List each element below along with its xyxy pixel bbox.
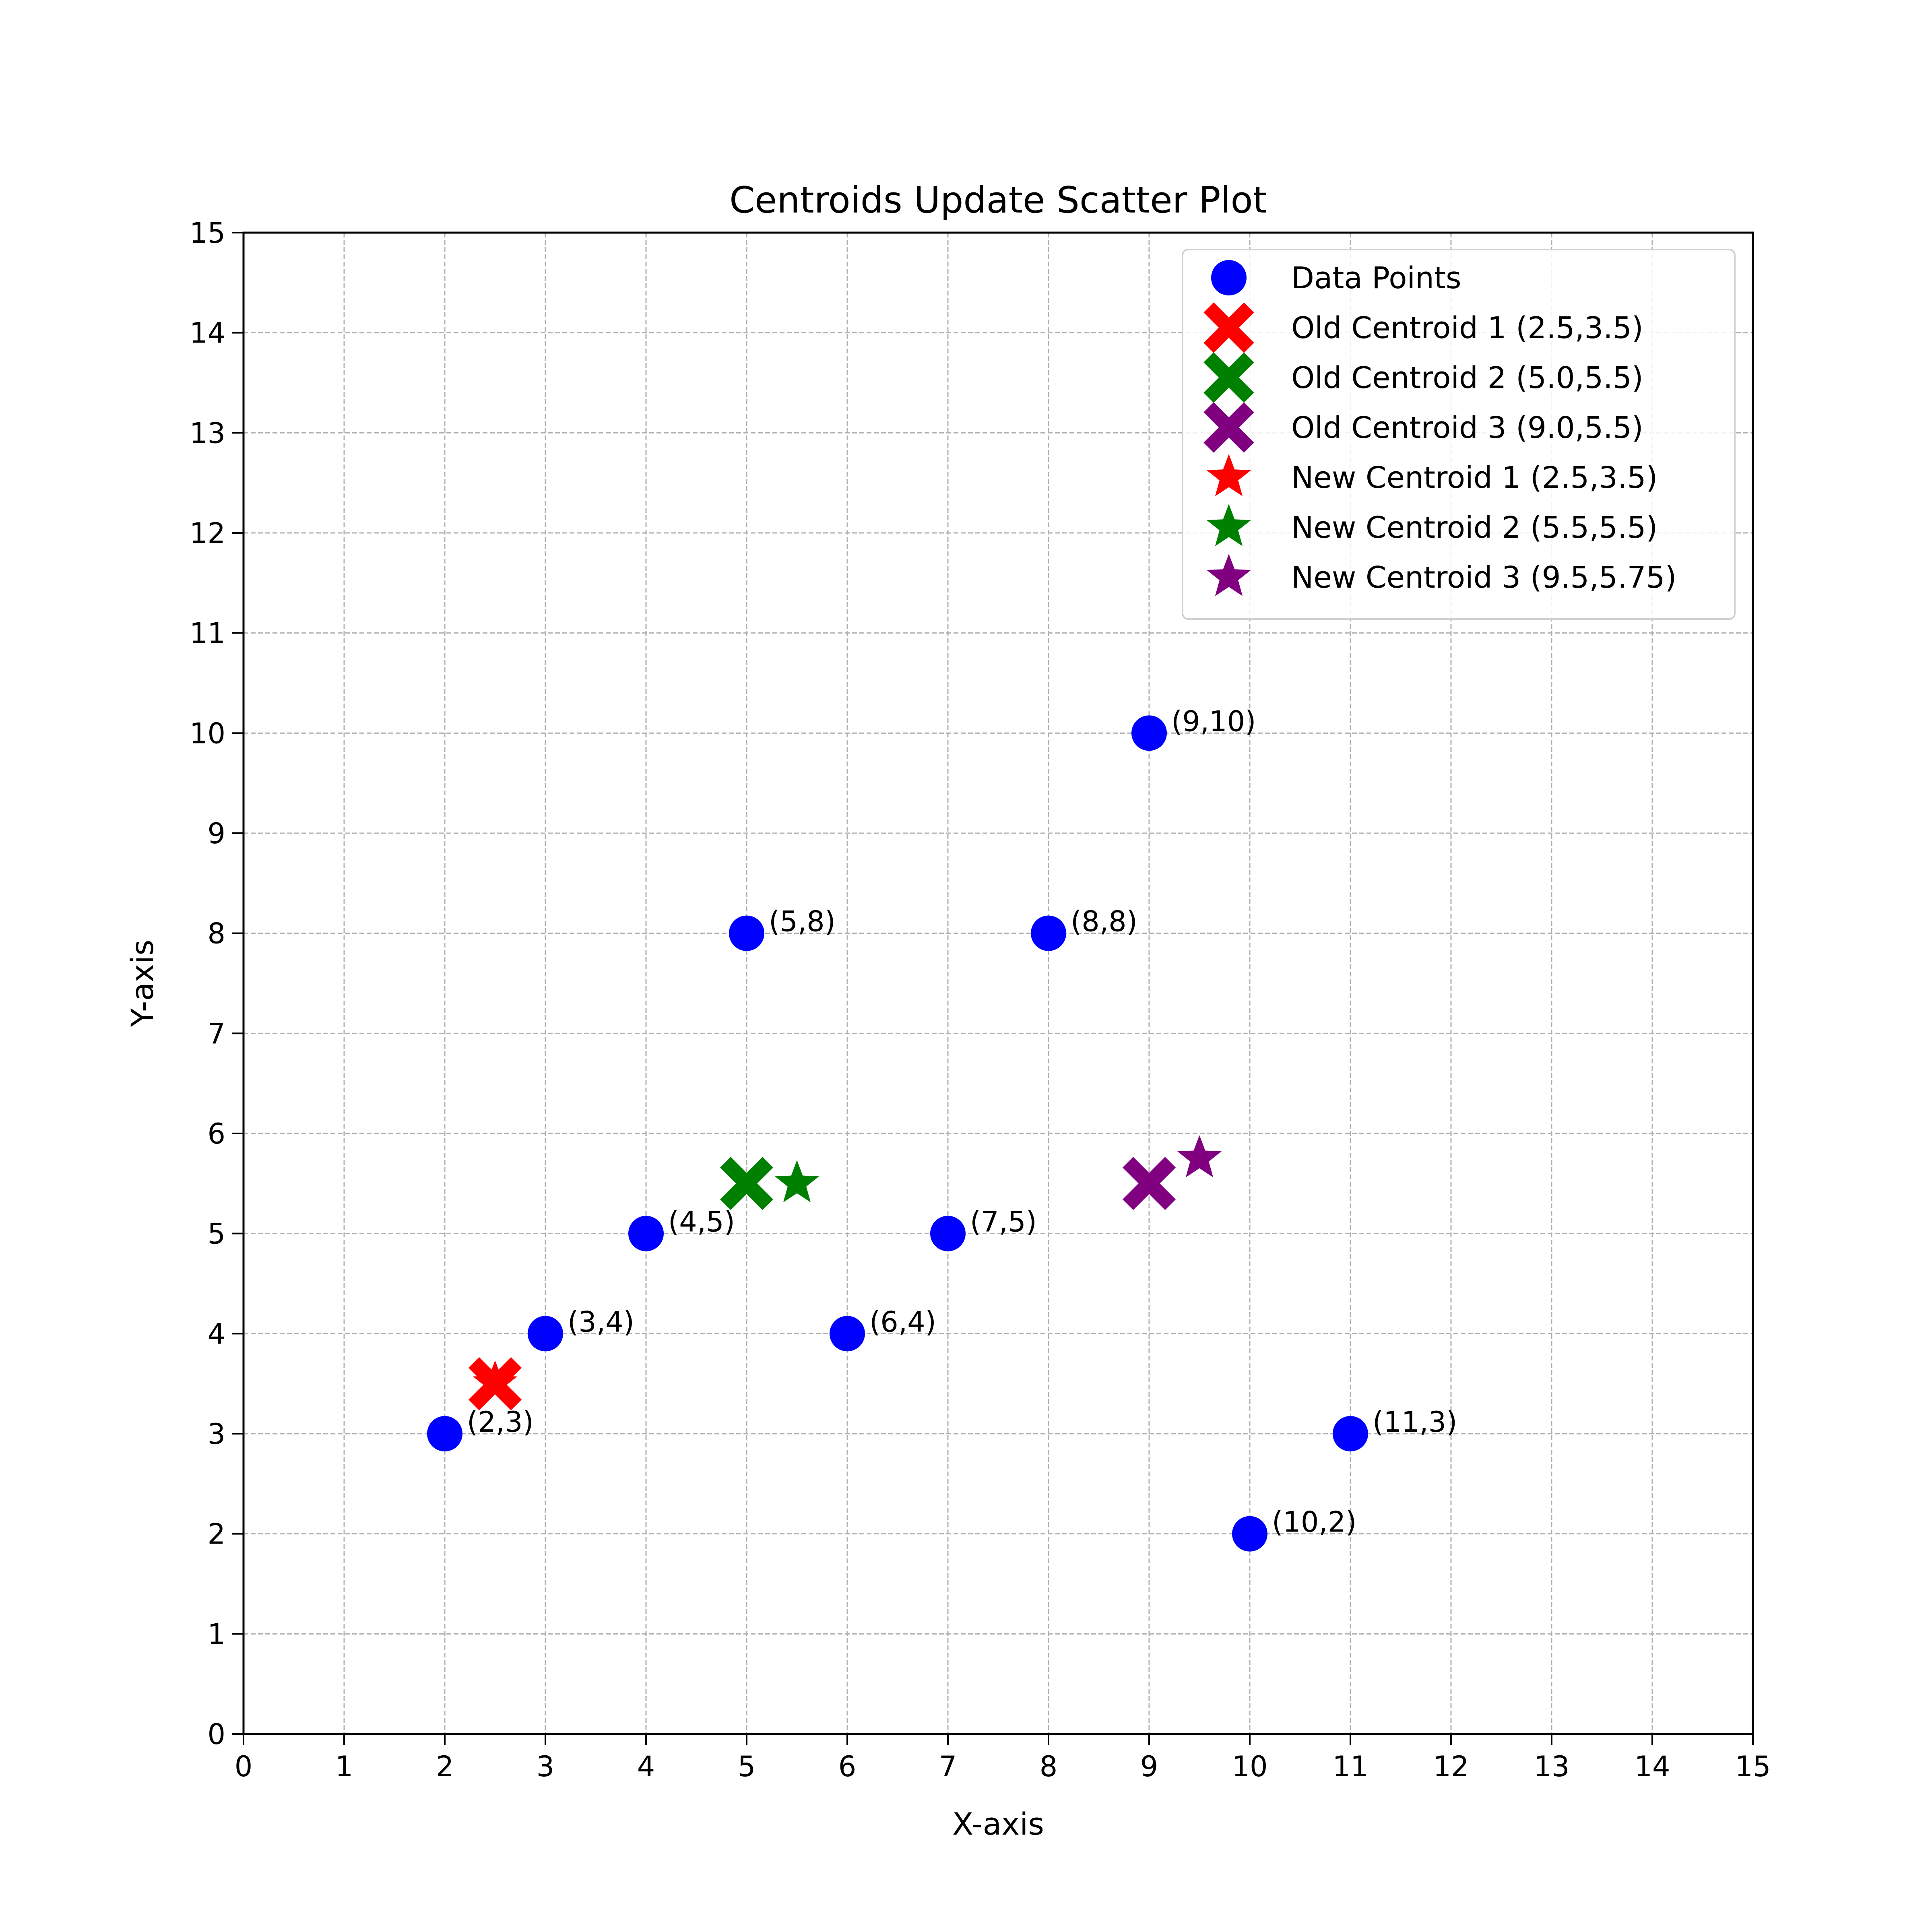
data-point-label: (6,4): [869, 1305, 936, 1338]
new-centroid-marker: [473, 1360, 518, 1403]
y-tick-label: 6: [207, 1117, 225, 1150]
y-tick-label: 9: [207, 817, 225, 850]
plot-frame: [242, 231, 1754, 1735]
legend-entry: Old Centroid 2 (5.0,5.5): [1291, 361, 1643, 395]
y-axis-label: Y-axis: [124, 939, 160, 1027]
x-axis-label: X-axis: [952, 1806, 1044, 1842]
x-tick-label: 6: [838, 1750, 857, 1783]
y-tick-label: 0: [207, 1718, 225, 1751]
data-point-label: (10,2): [1272, 1506, 1356, 1539]
data-point-label: (7,5): [970, 1205, 1037, 1238]
data-point: [528, 1316, 563, 1352]
plot-marks: (2,3) (3,4) (4,5) (5,8) (6,4) (7,5) (8,8) (9,10…: [427, 705, 1457, 1552]
legend-marker: [1211, 260, 1247, 295]
x-tick-label: 15: [1735, 1750, 1771, 1783]
legend-entry: Data Points: [1291, 261, 1461, 295]
y-tick-label: 5: [207, 1218, 225, 1251]
data-point: [628, 1216, 664, 1251]
x-tick-label: 12: [1433, 1750, 1469, 1783]
x-tick-label: 2: [436, 1750, 454, 1783]
legend-entry: New Centroid 3 (9.5,5.75): [1291, 560, 1676, 595]
data-point-label: (5,8): [769, 905, 836, 938]
data-point-label: (3,4): [568, 1305, 634, 1338]
y-tick-label: 2: [207, 1518, 225, 1551]
x-tick-label: 13: [1534, 1750, 1569, 1783]
x-tick-label: 11: [1332, 1750, 1368, 1783]
x-tick-label: 14: [1634, 1750, 1670, 1783]
old-centroid-marker: [1123, 1157, 1176, 1210]
chart-title: Centroids Update Scatter Plot: [729, 179, 1267, 221]
y-tick-label: 8: [207, 917, 225, 950]
legend-box: [1182, 249, 1736, 620]
new-centroid-marker: [774, 1160, 819, 1203]
y-tick-label: 10: [190, 717, 225, 750]
y-tick-label: 11: [190, 617, 225, 650]
data-point-label: (4,5): [668, 1205, 735, 1238]
old-centroid-marker: [720, 1157, 773, 1210]
x-tick-label: 10: [1232, 1750, 1267, 1783]
legend-entry: New Centroid 1 (2.5,3.5): [1291, 460, 1657, 495]
y-tick-label: 13: [190, 417, 225, 450]
x-tick-label: 1: [335, 1750, 353, 1783]
data-point-label: (2,3): [467, 1406, 534, 1439]
x-tick-label: 9: [1140, 1750, 1158, 1783]
y-tick-label: 14: [190, 317, 225, 350]
legend-marker: [1203, 302, 1254, 353]
data-point: [1131, 715, 1167, 751]
data-point: [1031, 915, 1066, 951]
x-tick-label: 4: [637, 1750, 655, 1783]
data-point-label: (8,8): [1071, 905, 1137, 938]
data-point: [830, 1316, 865, 1352]
legend-marker: [1206, 454, 1251, 496]
x-tick-label: 0: [235, 1750, 253, 1783]
axis-ticks: 0 1 2 3 4 5 6 7 8 9 10 11 12 13 14 15012345678910111213…: [190, 217, 1771, 1783]
x-tick-label: 3: [537, 1750, 555, 1783]
legend-marker: [1203, 352, 1254, 403]
data-point: [1232, 1516, 1267, 1552]
y-tick-label: 7: [207, 1017, 225, 1050]
data-point-label: (11,3): [1373, 1406, 1457, 1439]
y-tick-label: 1: [207, 1618, 225, 1651]
legend-marker: [1206, 554, 1251, 596]
data-point: [930, 1216, 966, 1251]
x-tick-label: 8: [1040, 1750, 1058, 1783]
x-tick-label: 5: [738, 1750, 756, 1783]
legend-entry: Old Centroid 3 (9.0,5.5): [1291, 411, 1643, 445]
data-point-label: (9,10): [1171, 705, 1256, 738]
legend-marker: [1206, 504, 1251, 546]
y-tick-label: 3: [207, 1418, 225, 1451]
x-tick-label: 7: [939, 1750, 957, 1783]
y-tick-label: 15: [190, 217, 225, 250]
y-tick-label: 12: [190, 517, 225, 550]
data-point: [729, 915, 764, 951]
new-centroid-marker: [1177, 1135, 1222, 1178]
legend-entry: New Centroid 2 (5.5,5.5): [1291, 510, 1657, 545]
legend-entry: Old Centroid 1 (2.5,3.5): [1291, 311, 1643, 345]
data-point: [1333, 1416, 1368, 1451]
legend: Data Points Old Centroid 1 (2.5,3.5) Old C…: [1182, 249, 1736, 620]
y-tick-label: 4: [207, 1317, 225, 1350]
data-point: [427, 1416, 462, 1451]
legend-marker: [1203, 402, 1254, 453]
